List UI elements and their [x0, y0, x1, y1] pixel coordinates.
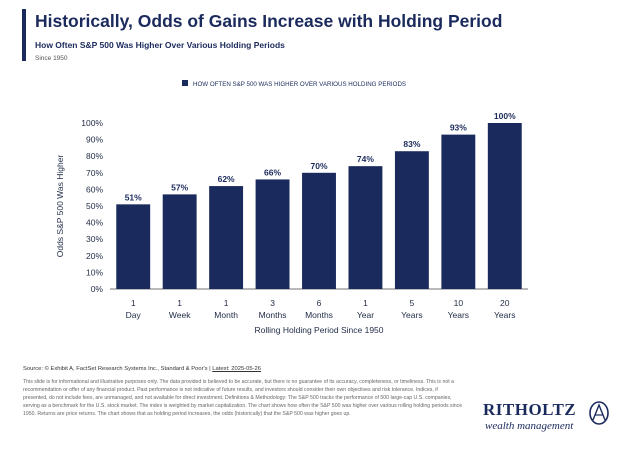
bar [394, 151, 429, 289]
x-tick-label-bottom: Day [126, 310, 142, 320]
legend-swatch [182, 80, 188, 86]
x-tick-label-bottom: Years [401, 310, 422, 320]
y-tick-label: 60% [86, 184, 103, 194]
bar [162, 194, 197, 289]
bar [487, 123, 522, 289]
x-tick-label-bottom: Year [357, 310, 374, 320]
chart-subtitle: How Often S&P 500 Was Higher Over Variou… [35, 40, 285, 50]
bar [348, 166, 383, 289]
legend-label: HOW OFTEN S&P 500 WAS HIGHER OVER VARIOU… [193, 81, 406, 88]
bar-value-label: 83% [403, 139, 420, 149]
latest-date-link[interactable]: Latest: 2025-05-26 [212, 366, 261, 372]
logo-name: RITHOLTZ [483, 400, 577, 419]
y-tick-label: 80% [86, 151, 103, 161]
x-tick-label-bottom: Years [494, 310, 515, 320]
bar [302, 172, 336, 289]
title-accent-bar [22, 9, 26, 61]
y-tick-label: 90% [86, 135, 103, 145]
y-tick-label: 10% [86, 267, 103, 277]
x-tick-label-top: 5 [410, 298, 415, 308]
y-tick-label: 0% [91, 284, 104, 294]
page-title: Historically, Odds of Gains Increase wit… [35, 11, 503, 31]
y-tick-label: 40% [86, 218, 103, 228]
bar [255, 179, 290, 289]
x-tick-label-bottom: Week [169, 310, 191, 320]
bar-value-label: 66% [264, 167, 281, 177]
x-tick-label-top: 1 [177, 298, 182, 308]
logo-emblem-icon [589, 401, 609, 425]
bar-value-label: 74% [357, 154, 374, 164]
bar [209, 186, 244, 289]
x-tick-label-top: 3 [270, 298, 275, 308]
y-tick-label: 50% [86, 201, 103, 211]
y-tick-label: 20% [86, 251, 103, 261]
bar [441, 134, 476, 289]
x-tick-label-bottom: Months [305, 310, 333, 320]
bar-value-label: 62% [218, 174, 235, 184]
bar-value-label: 93% [450, 123, 467, 133]
since-note: Since 1950 [35, 55, 68, 62]
y-tick-label: 70% [86, 168, 103, 178]
x-tick-label-bottom: Month [214, 310, 238, 320]
source-text: Source: © Exhibit A, FactSet Research Sy… [23, 366, 211, 372]
x-tick-label-top: 10 [454, 298, 464, 308]
source-line: Source: © Exhibit A, FactSet Research Sy… [23, 366, 261, 372]
y-tick-label: 30% [86, 234, 103, 244]
bar-chart: HOW OFTEN S&P 500 WAS HIGHER OVER VARIOU… [55, 80, 528, 335]
bar-value-label: 51% [125, 192, 142, 202]
x-tick-label-top: 1 [224, 298, 229, 308]
bar [116, 204, 151, 289]
bar-value-label: 100% [494, 111, 516, 121]
x-tick-label-top: 1 [131, 298, 136, 308]
y-tick-label: 100% [81, 118, 103, 128]
x-tick-label-bottom: Months [259, 310, 287, 320]
bar-value-label: 57% [171, 182, 188, 192]
logo-subtitle: wealth management [485, 420, 574, 432]
x-tick-label-top: 1 [363, 298, 368, 308]
x-tick-label-top: 20 [500, 298, 510, 308]
x-tick-label-top: 6 [317, 298, 322, 308]
bar-value-label: 70% [310, 161, 327, 171]
disclaimer-text: This slide is for informational and illu… [23, 379, 463, 417]
ritholtz-logo: RITHOLTZ wealth management [483, 400, 613, 440]
x-axis-label: Rolling Holding Period Since 1950 [255, 325, 384, 335]
y-axis-label: Odds S&P 500 Was Higher [55, 155, 65, 258]
x-tick-label-bottom: Years [448, 310, 469, 320]
